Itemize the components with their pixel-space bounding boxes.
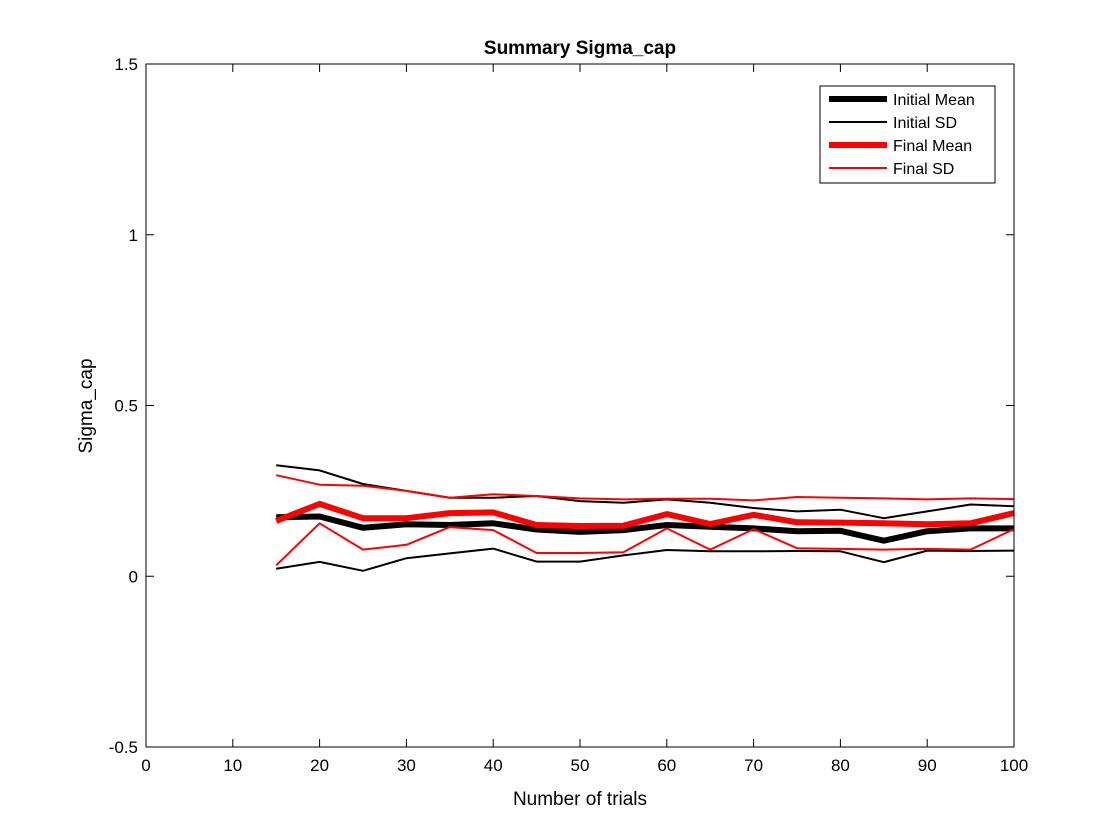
y-tick-label: 1	[129, 226, 138, 245]
x-tick-label: 90	[918, 756, 937, 775]
series-line-0	[276, 513, 1014, 544]
x-tick-label: 10	[223, 756, 242, 775]
x-tick-label: 100	[1000, 756, 1028, 775]
x-axis-label: Number of trials	[513, 789, 647, 810]
x-tick-label: 0	[141, 756, 150, 775]
legend-box	[819, 85, 996, 184]
legend-label: Final Mean	[893, 138, 972, 155]
chart-title: Summary Sigma_cap	[484, 38, 676, 59]
y-axis-label: Sigma_cap	[76, 358, 97, 453]
x-tick-label: 70	[744, 756, 763, 775]
x-tick-label: 80	[831, 756, 850, 775]
y-tick-label: 0	[129, 567, 138, 586]
axis-ticks: 0 10 20 30 40 50 60 70 80 90 100-0.500.511.5	[109, 55, 1028, 775]
y-tick-label: 0.5	[114, 397, 138, 416]
x-tick-label: 30	[397, 756, 416, 775]
x-tick-label: 60	[657, 756, 676, 775]
legend-label: Initial Mean	[893, 92, 975, 109]
series-line-5	[275, 522, 1015, 567]
x-tick-label: 40	[484, 756, 503, 775]
x-tick-label: 50	[571, 756, 590, 775]
x-tick-label: 20	[310, 756, 329, 775]
legend: Initial Mean Initial SD Final Mean Final SD	[819, 85, 996, 184]
y-tick-label: -0.5	[109, 738, 138, 757]
series-lines	[275, 464, 1015, 572]
series-line-3	[275, 500, 1015, 529]
legend-label: Final SD	[893, 161, 954, 178]
legend-label: Initial SD	[893, 115, 957, 132]
y-tick-label: 1.5	[114, 55, 138, 74]
series-line-4	[275, 474, 1015, 502]
series-line-2	[276, 547, 1015, 572]
